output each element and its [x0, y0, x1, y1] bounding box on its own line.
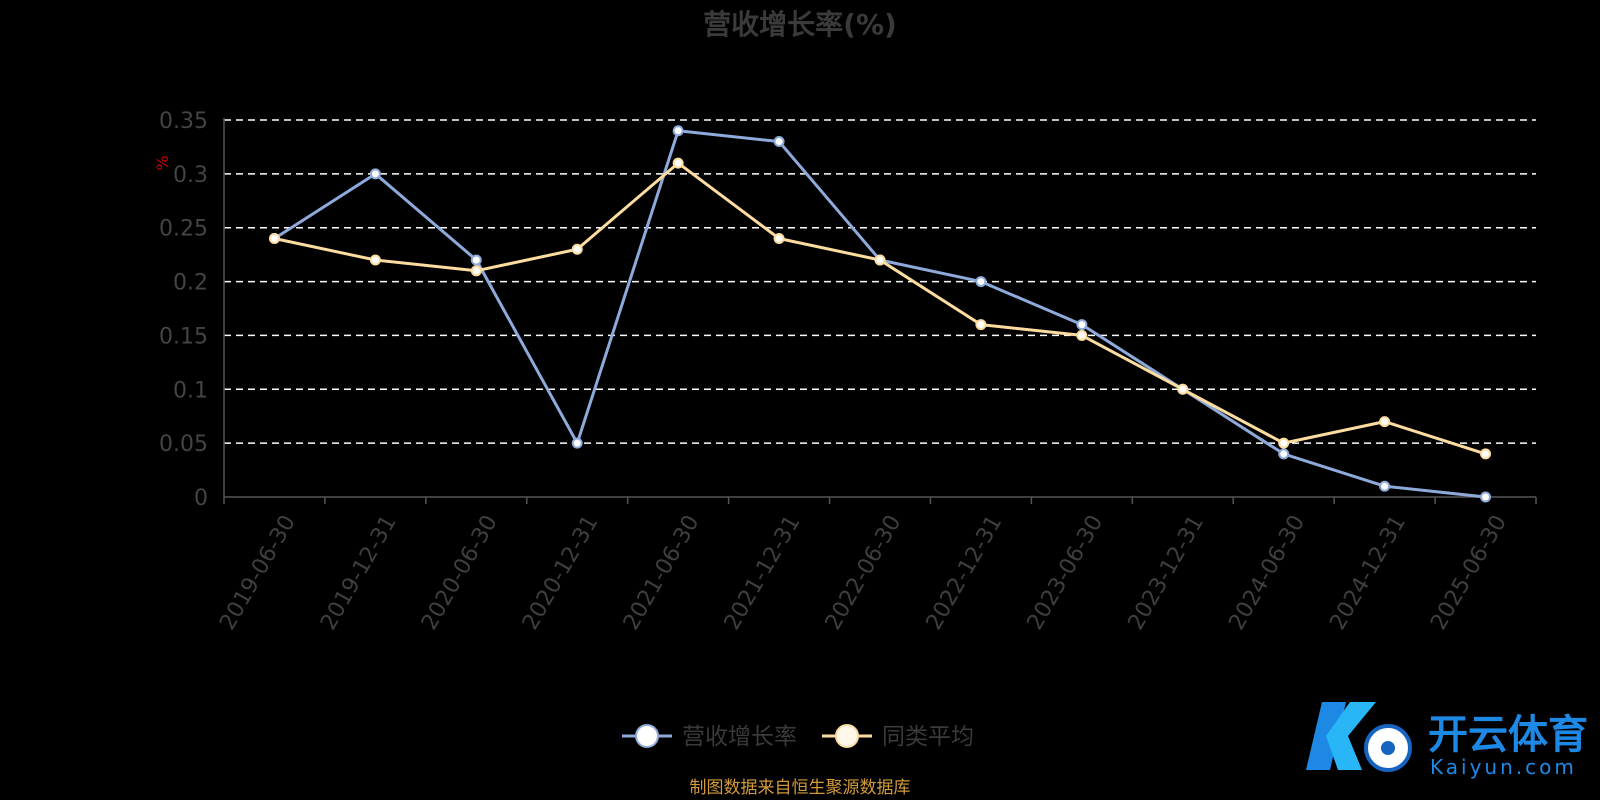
- series-lines: [268, 125, 1492, 503]
- y-tick-label: 0.1: [173, 378, 208, 403]
- series-1: [268, 157, 1492, 460]
- data-point: [1379, 416, 1391, 428]
- y-tick-label: 0.35: [159, 109, 208, 134]
- data-point: [470, 254, 482, 266]
- x-tick-label: 2024-06-30: [1224, 511, 1310, 634]
- source-note: 制图数据来自恒生聚源数据库: [690, 778, 911, 798]
- x-tick-label: 2023-12-31: [1124, 511, 1210, 634]
- x-tick-label: 2019-12-31: [316, 511, 402, 634]
- y-axis-unit: %: [153, 155, 172, 170]
- legend-label-peer-average: 同类平均: [882, 724, 974, 750]
- grid-lines: [224, 119, 1536, 444]
- y-tick-label: 0: [194, 486, 208, 511]
- axes: [223, 118, 1537, 504]
- data-point: [975, 319, 987, 331]
- x-tick-label: 2023-06-30: [1023, 511, 1109, 634]
- data-point: [672, 125, 684, 137]
- x-tick-label: 2020-12-31: [518, 511, 604, 634]
- y-tick-label: 0.2: [173, 271, 208, 296]
- data-point: [1177, 383, 1189, 395]
- data-point: [1076, 329, 1088, 341]
- data-point: [773, 232, 785, 244]
- data-point: [571, 243, 583, 255]
- watermark-text: 开云体育: [1428, 712, 1588, 758]
- x-tick-label: 2025-06-30: [1426, 511, 1512, 634]
- data-point: [268, 232, 280, 244]
- legend-item-peer-average[interactable]: 同类平均: [822, 724, 974, 750]
- data-point: [975, 276, 987, 288]
- x-tick-label: 2022-06-30: [821, 511, 907, 634]
- legend-item-revenue-growth[interactable]: 营收增长率: [622, 724, 797, 750]
- data-point: [470, 265, 482, 277]
- legend: 营收增长率 同类平均: [622, 724, 974, 750]
- data-point: [369, 168, 381, 180]
- legend-label-revenue-growth: 营收增长率: [682, 724, 797, 750]
- x-tick-label: 2022-12-31: [922, 511, 1008, 634]
- data-point: [369, 254, 381, 266]
- x-tick-label: 2020-06-30: [417, 511, 503, 634]
- series-line: [273, 129, 1486, 499]
- x-tick-labels: 2019-06-30 2019-12-31 2020-06-30 2020-12-31…: [215, 511, 1512, 634]
- legend-marker-peer-average: [835, 724, 859, 748]
- y-tick-label: 0.05: [159, 432, 208, 457]
- data-point: [1278, 437, 1290, 449]
- data-point: [1480, 491, 1492, 503]
- y-tick-labels: 0 0.05 0.1 0.15 0.2 0.25 0.3 0.35: [159, 109, 208, 511]
- data-point: [1379, 480, 1391, 492]
- data-point: [1076, 319, 1088, 331]
- legend-marker-revenue-growth: [635, 724, 659, 748]
- x-tick-label: 2021-12-31: [720, 511, 806, 634]
- data-point: [773, 136, 785, 148]
- chart-title: 营收增长率(%): [703, 8, 897, 41]
- data-point: [672, 157, 684, 169]
- series-line: [274, 161, 1486, 456]
- data-point: [874, 254, 886, 266]
- watermark-subtext: Kaiyun.com: [1430, 755, 1577, 779]
- y-tick-label: 0.3: [173, 163, 208, 188]
- x-tick-label: 2024-12-31: [1325, 511, 1411, 634]
- series-0: [268, 125, 1492, 503]
- watermark-logo: 开云体育 Kaiyun.com: [1306, 702, 1588, 779]
- x-tick-label: 2019-06-30: [215, 511, 301, 634]
- y-tick-label: 0.25: [159, 217, 208, 242]
- data-point: [1278, 448, 1290, 460]
- data-point: [571, 437, 583, 449]
- data-point: [1480, 448, 1492, 460]
- y-tick-label: 0.15: [159, 324, 208, 349]
- x-tick-label: 2021-06-30: [619, 511, 705, 634]
